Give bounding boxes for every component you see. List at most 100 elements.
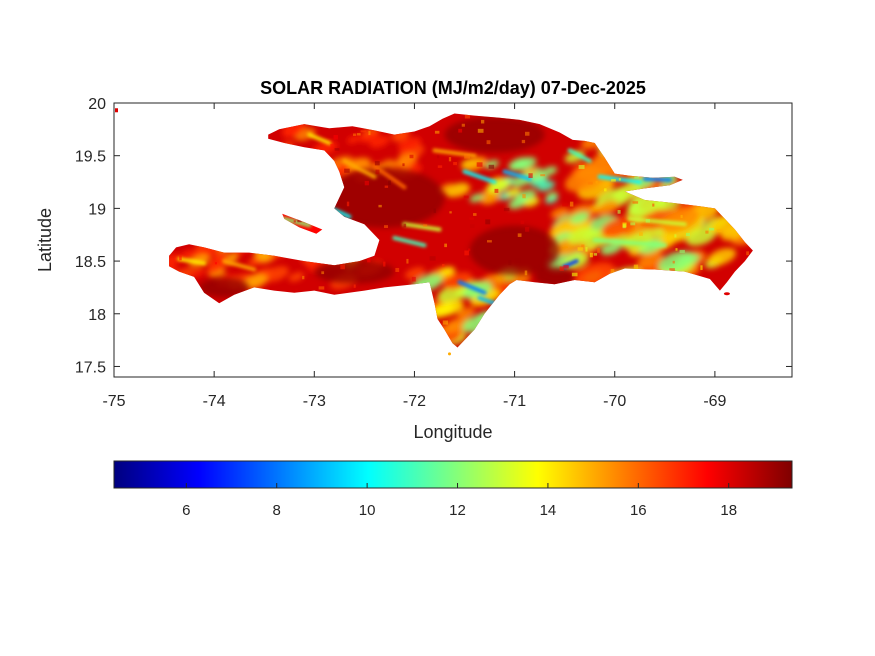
- radiation-pixel: [746, 251, 749, 256]
- radiation-patch: [480, 192, 501, 205]
- radiation-pixel: [562, 203, 568, 207]
- radiation-pixel: [384, 185, 389, 188]
- radiation-pixel: [464, 114, 471, 119]
- radiation-pixel: [494, 188, 499, 193]
- x-tick-label: -69: [703, 393, 726, 410]
- radiation-pixel: [525, 227, 530, 232]
- radiation-pixel: [680, 214, 683, 219]
- radiation-core: [444, 116, 545, 153]
- radiation-pixel: [442, 320, 448, 325]
- radiation-pixel: [503, 207, 510, 212]
- radiation-pixel: [618, 178, 621, 181]
- radiation-patch: [432, 304, 451, 316]
- radiation-patch: [242, 274, 268, 290]
- y-tick-label: 20: [88, 96, 106, 113]
- land-islet: [447, 352, 451, 356]
- radiation-pixel: [716, 229, 723, 233]
- radiation-pixel: [515, 258, 521, 263]
- radiation-patch: [514, 157, 537, 171]
- radiation-pixel: [403, 223, 407, 228]
- x-tick-label: -72: [403, 393, 426, 410]
- colorbar-tick-label: 8: [273, 502, 281, 519]
- x-tick-label: -74: [203, 393, 226, 410]
- radiation-pixel: [461, 123, 465, 127]
- radiation-pixel: [581, 244, 585, 248]
- radiation-pixel: [669, 268, 675, 273]
- radiation-patch: [637, 252, 663, 268]
- radiation-streak: [567, 148, 592, 163]
- radiation-pixel: [477, 128, 484, 133]
- radiation-pixel: [444, 243, 448, 248]
- y-tick-label: 19: [88, 201, 106, 218]
- radiation-pixel: [360, 130, 367, 133]
- radiation-pixel: [463, 195, 469, 199]
- radiation-pixel: [367, 257, 371, 263]
- radiation-patch: [612, 183, 642, 202]
- radiation-patch: [508, 196, 529, 210]
- colorbar-tick-label: 16: [630, 502, 647, 519]
- radiation-pixel: [571, 272, 578, 277]
- radiation-pixel: [433, 208, 437, 214]
- radiation-pixel: [364, 180, 369, 186]
- radiation-patch: [541, 166, 558, 177]
- colorbar-gradient: [113, 460, 793, 489]
- radiation-patch: [190, 268, 205, 277]
- radiation-pixel: [563, 265, 569, 269]
- radiation-patch: [398, 137, 422, 152]
- radiation-patch: [469, 193, 484, 203]
- radiation-streak: [307, 132, 332, 146]
- radiation-pixel: [595, 180, 598, 184]
- radiation-patch: [444, 321, 464, 333]
- radiation-pixel: [436, 155, 440, 159]
- radiation-patch: [660, 208, 700, 233]
- y-tick-label: 19.5: [75, 149, 106, 166]
- radiation-patch: [462, 156, 487, 172]
- radiation-pixel: [353, 284, 356, 288]
- radiation-streak: [177, 256, 207, 266]
- radiation-patch: [600, 241, 623, 256]
- radiation-core: [534, 266, 575, 287]
- radiation-patch: [537, 180, 556, 192]
- radiation-pixel: [524, 270, 528, 276]
- radiation-pixel: [630, 222, 636, 226]
- radiation-pixel: [434, 130, 440, 134]
- radiation-patch: [449, 184, 471, 197]
- radiation-pixel: [521, 139, 526, 144]
- radiation-core: [469, 225, 560, 276]
- radiation-pixel: [352, 133, 357, 136]
- radiation-patch: [288, 272, 305, 282]
- land-islet: [115, 108, 118, 113]
- radiation-patch: [369, 135, 390, 148]
- radiation-pixel: [638, 232, 643, 236]
- radiation-streak: [642, 176, 672, 182]
- radiation-pixel: [378, 204, 382, 208]
- radiation-patch: [595, 200, 619, 216]
- radiation-pixel: [346, 201, 350, 207]
- x-tick-label: -71: [503, 393, 526, 410]
- radiation-pixel: [675, 248, 678, 251]
- plot-frame: [113, 102, 793, 378]
- radiation-pixel: [611, 178, 616, 182]
- radiation-pixel: [672, 260, 675, 264]
- radiation-pixel: [622, 222, 627, 228]
- radiation-pixel: [395, 267, 400, 272]
- radiation-patch: [707, 248, 737, 266]
- colorbar-tick-label: 6: [182, 502, 190, 519]
- colorbar-tick-label: 14: [540, 502, 557, 519]
- radiation-pixel: [585, 247, 588, 252]
- radiation-pixel: [406, 258, 409, 264]
- radiation-pixel: [470, 224, 475, 228]
- y-tick-label: 17.5: [75, 359, 106, 376]
- radiation-streak: [392, 235, 427, 248]
- radiation-patch: [658, 250, 694, 273]
- radiation-pixel: [356, 133, 361, 136]
- radiation-pixel: [597, 248, 600, 253]
- radiation-pixel: [685, 232, 690, 237]
- radiation-pixel: [593, 253, 598, 256]
- radiation-pixel: [449, 211, 452, 214]
- radiation-pixel: [473, 213, 477, 216]
- radiation-patch: [392, 132, 409, 142]
- radiation-streak: [402, 222, 442, 232]
- radiation-pixel: [559, 266, 564, 271]
- radiation-pixel: [522, 194, 526, 199]
